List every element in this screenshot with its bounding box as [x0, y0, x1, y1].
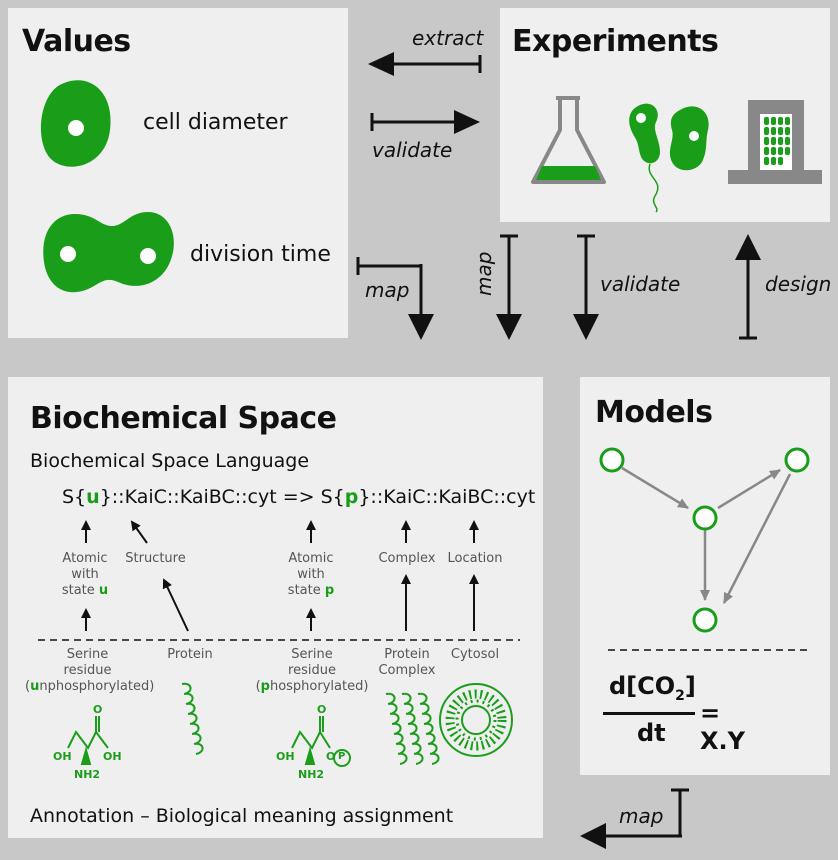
protein-complex-line2: Complex	[378, 663, 436, 678]
structure-label: Structure	[125, 551, 186, 566]
protein-label: Protein	[167, 647, 213, 662]
validate-mid-arrow	[573, 234, 599, 340]
atomic-u-state-word: state	[61, 583, 95, 598]
chem-nh2-u: NH2	[74, 768, 101, 781]
annotation-caption: Annotation – Biological meaning assignme…	[30, 805, 454, 827]
map-left-arrow	[356, 257, 434, 340]
biochemical-space-title: Biochemical Space	[30, 401, 337, 436]
flask-icon	[531, 96, 606, 184]
serine-p-label: Serine residue (phosphorylated)	[252, 647, 372, 695]
chem-oh-u-right: OH	[103, 750, 122, 763]
rule-part-b: }::KaiC::KaiBC::cyt => S{	[99, 486, 345, 508]
formula-num-text: d[CO	[609, 672, 676, 700]
serine-p-letter: p	[260, 679, 270, 694]
extract-label: extract	[412, 26, 484, 50]
serine-u-letter: u	[30, 679, 40, 694]
formula-bar	[603, 712, 695, 715]
serine-p-line2: residue	[288, 663, 336, 678]
atomic-p-state-word: state	[287, 583, 321, 598]
atomic-u-line1: Atomic	[62, 551, 108, 566]
bacteria-icon	[629, 103, 709, 213]
atomic-p-line3: state p	[276, 583, 346, 599]
chem-o-p: O	[317, 703, 327, 716]
protein-complex-label: Protein Complex	[372, 647, 442, 679]
chem-oh-u-left: OH	[53, 750, 72, 763]
cell-diameter-icon	[40, 80, 111, 167]
serine-p-molecule	[291, 716, 351, 767]
rule-state-p: p	[344, 486, 359, 508]
microfluidic-device-icon	[728, 100, 822, 184]
protein-complex-line1: Protein	[384, 647, 430, 662]
validate-top-arrow	[370, 110, 480, 134]
chem-p-circle-label: P	[338, 751, 346, 762]
atomic-u-line2: with	[71, 567, 99, 582]
division-time-label: division time	[190, 242, 331, 267]
map-bottom-label: map	[619, 804, 664, 828]
formula-close: ]	[684, 672, 696, 700]
atomic-u-state: u	[98, 583, 109, 598]
map-mid-arrow	[496, 234, 522, 340]
design-arrow	[735, 234, 761, 340]
chem-o-u: O	[93, 703, 103, 716]
rule-state-u: u	[86, 486, 100, 508]
atomic-p-label: Atomic with state p	[276, 551, 346, 599]
complex-label: Complex	[378, 551, 436, 566]
values-title: Values	[22, 24, 131, 59]
chem-o-p-right: O	[326, 750, 336, 763]
rule-part-a: S{	[62, 486, 87, 508]
serine-u-open: (	[25, 679, 31, 694]
atomic-p-state: p	[324, 583, 335, 598]
serine-p-rest: hosphorylated)	[269, 679, 369, 694]
ode-formula: d[CO2] dt = X.Y	[603, 672, 773, 755]
atomic-p-line1: Atomic	[288, 551, 334, 566]
map-bottom-arrow	[580, 788, 689, 849]
map-left-label: map	[365, 278, 410, 302]
chem-nh2-p: NH2	[298, 768, 325, 781]
annotation-arrows	[81, 520, 479, 632]
serine-u-rest: nphosphorylated)	[39, 679, 155, 694]
biochemical-space-panel	[8, 377, 543, 838]
validate-mid-label: validate	[600, 272, 681, 296]
formula-numerator: d[CO2]	[609, 672, 696, 704]
chem-oh-p-left: OH	[276, 750, 295, 763]
serine-p-open: (	[255, 679, 261, 694]
formula-denominator: dt	[637, 719, 666, 747]
atomic-p-line2: with	[297, 567, 325, 582]
location-label: Location	[447, 551, 503, 566]
validate-top-label: validate	[372, 138, 453, 162]
rule-part-c: }::KaiC::KaiBC::cyt	[358, 486, 536, 508]
experiments-title: Experiments	[512, 24, 719, 59]
serine-p-line1: Serine	[291, 647, 333, 662]
serine-u-line3: (unphosphorylated)	[25, 679, 154, 695]
serine-u-label: Serine residue (unphosphorylated)	[25, 647, 154, 695]
cytosol-label: Cytosol	[450, 647, 500, 662]
models-title: Models	[595, 395, 713, 430]
cytosol-ring-icon	[439, 683, 513, 757]
atomic-u-label: Atomic with state u	[50, 551, 120, 599]
serine-p-line3: (phosphorylated)	[252, 679, 372, 695]
formula-sub: 2	[675, 687, 685, 704]
formula-rhs: = X.Y	[700, 699, 745, 755]
protein-coil-icon	[181, 682, 204, 755]
atomic-u-line3: state u	[50, 583, 120, 599]
design-label: design	[765, 272, 832, 296]
extract-arrow	[368, 52, 482, 76]
protein-complex-coil-icon	[385, 692, 440, 765]
model-graph	[599, 447, 810, 633]
division-time-icon	[43, 212, 174, 293]
cell-diameter-label: cell diameter	[143, 110, 288, 135]
bsl-subtitle: Biochemical Space Language	[30, 450, 310, 472]
serine-u-line2: residue	[63, 663, 112, 678]
bsl-rule: S{u}::KaiC::KaiBC::cyt => S{p}::KaiC::Ka…	[62, 486, 535, 508]
serine-u-molecule	[67, 716, 109, 765]
serine-u-line1: Serine	[66, 647, 109, 662]
